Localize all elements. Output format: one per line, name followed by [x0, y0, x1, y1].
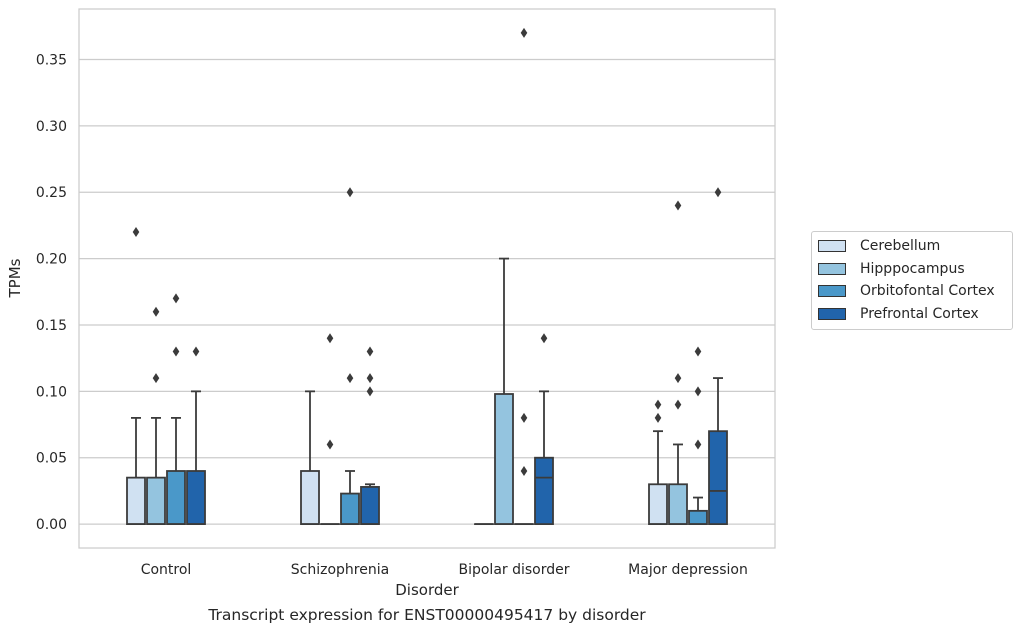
- y-tick-label: 0.25: [36, 185, 67, 201]
- box-hipppocampus-bipolar-disorder: [494, 257, 514, 526]
- box: [688, 509, 708, 526]
- outlier-point: [346, 373, 354, 384]
- box-prefrontal-cortex-control: [186, 346, 206, 526]
- legend-item-hippocampus: Hipppocampus: [812, 258, 1012, 281]
- legend: Cerebellum Hipppocampus Orbitofontal Cor…: [811, 231, 1013, 330]
- outlier-point: [520, 412, 528, 423]
- outlier-point: [674, 373, 682, 384]
- y-tick-label: 0.00: [36, 517, 67, 533]
- outlier-point: [674, 399, 682, 410]
- outlier-point: [152, 306, 160, 317]
- legend-item-orbitofrontal-cortex: Orbitofontal Cortex: [812, 280, 1012, 303]
- outlier-point: [366, 346, 374, 357]
- outlier-point: [520, 27, 528, 38]
- box: [708, 430, 728, 526]
- legend-label: Hipppocampus: [860, 260, 965, 277]
- legend-label: Cerebellum: [860, 238, 941, 255]
- box: [534, 456, 554, 526]
- outlier-point: [346, 187, 354, 198]
- x-axis-label: Disorder: [395, 581, 459, 599]
- outlier-point: [192, 346, 200, 357]
- legend-item-prefrontal-cortex: Prefrontal Cortex: [812, 303, 1012, 326]
- legend-swatch: [818, 262, 846, 275]
- box: [186, 470, 206, 526]
- box-hipppocampus-major-depression: [668, 200, 688, 526]
- x-tick-label: Schizophrenia: [291, 562, 389, 578]
- box-cerebellum-schizophrenia: [300, 390, 320, 526]
- box: [126, 476, 146, 526]
- box: [648, 483, 668, 526]
- box-prefrontal-cortex-major-depression: [708, 187, 728, 526]
- x-tick-label: Control: [141, 562, 192, 578]
- box-orbitofontal-cortex-bipolar-disorder: [514, 27, 534, 526]
- box: [300, 470, 320, 526]
- outlier-point: [540, 333, 548, 344]
- outlier-point: [694, 346, 702, 357]
- grid-lines: [79, 58, 775, 525]
- box: [360, 486, 380, 526]
- box: [340, 492, 360, 526]
- outlier-point: [694, 439, 702, 450]
- outlier-point: [132, 227, 140, 238]
- outlier-point: [366, 373, 374, 384]
- legend-label: Orbitofontal Cortex: [860, 283, 995, 300]
- outlier-point: [172, 293, 180, 304]
- outlier-point: [654, 399, 662, 410]
- legend-swatch: [818, 285, 846, 298]
- box-orbitofontal-cortex-schizophrenia: [340, 187, 360, 526]
- outlier-point: [326, 439, 334, 450]
- outlier-point: [326, 333, 334, 344]
- y-axis-label: TPMs: [6, 258, 24, 298]
- box: [166, 470, 186, 526]
- box-hipppocampus-schizophrenia: [320, 333, 340, 526]
- outlier-point: [366, 386, 374, 397]
- legend-item-cerebellum: Cerebellum: [812, 235, 1012, 258]
- legend-label: Prefrontal Cortex: [860, 305, 979, 322]
- outlier-point: [172, 346, 180, 357]
- y-tick-label: 0.05: [36, 451, 67, 467]
- outlier-point: [714, 187, 722, 198]
- plot-frame: [78, 8, 776, 549]
- y-tick-label: 0.20: [36, 252, 67, 268]
- y-tick-label: 0.10: [36, 384, 67, 400]
- x-tick-label: Major depression: [628, 562, 748, 578]
- box-prefrontal-cortex-bipolar-disorder: [534, 333, 554, 526]
- y-tick-label: 0.15: [36, 318, 67, 334]
- box-orbitofontal-cortex-major-depression: [688, 346, 708, 526]
- outlier-point: [520, 466, 528, 476]
- box-cerebellum-control: [126, 227, 146, 526]
- chart-caption: Transcript expression for ENST0000049541…: [208, 606, 646, 624]
- box: [146, 476, 166, 526]
- x-tick-labels: Control Schizophrenia Bipolar disorder Majo…: [141, 562, 748, 578]
- y-tick-label: 0.35: [36, 52, 67, 68]
- outlier-point: [152, 373, 160, 384]
- box-hipppocampus-control: [146, 306, 166, 526]
- outlier-point: [694, 386, 702, 397]
- box-cerebellum-major-depression: [648, 399, 668, 526]
- legend-swatch: [818, 240, 846, 253]
- outlier-point: [674, 200, 682, 211]
- box: [494, 393, 514, 526]
- legend-swatch: [818, 307, 846, 320]
- box-series: [126, 27, 728, 526]
- box: [668, 483, 688, 526]
- y-tick-labels: 0.00 0.05 0.10 0.15 0.20 0.25 0.30 0.35: [36, 52, 67, 533]
- y-tick-label: 0.30: [36, 119, 67, 135]
- x-tick-label: Bipolar disorder: [458, 562, 569, 578]
- outlier-point: [654, 412, 662, 423]
- box-prefrontal-cortex-schizophrenia: [360, 346, 380, 526]
- box-orbitofontal-cortex-control: [166, 293, 186, 526]
